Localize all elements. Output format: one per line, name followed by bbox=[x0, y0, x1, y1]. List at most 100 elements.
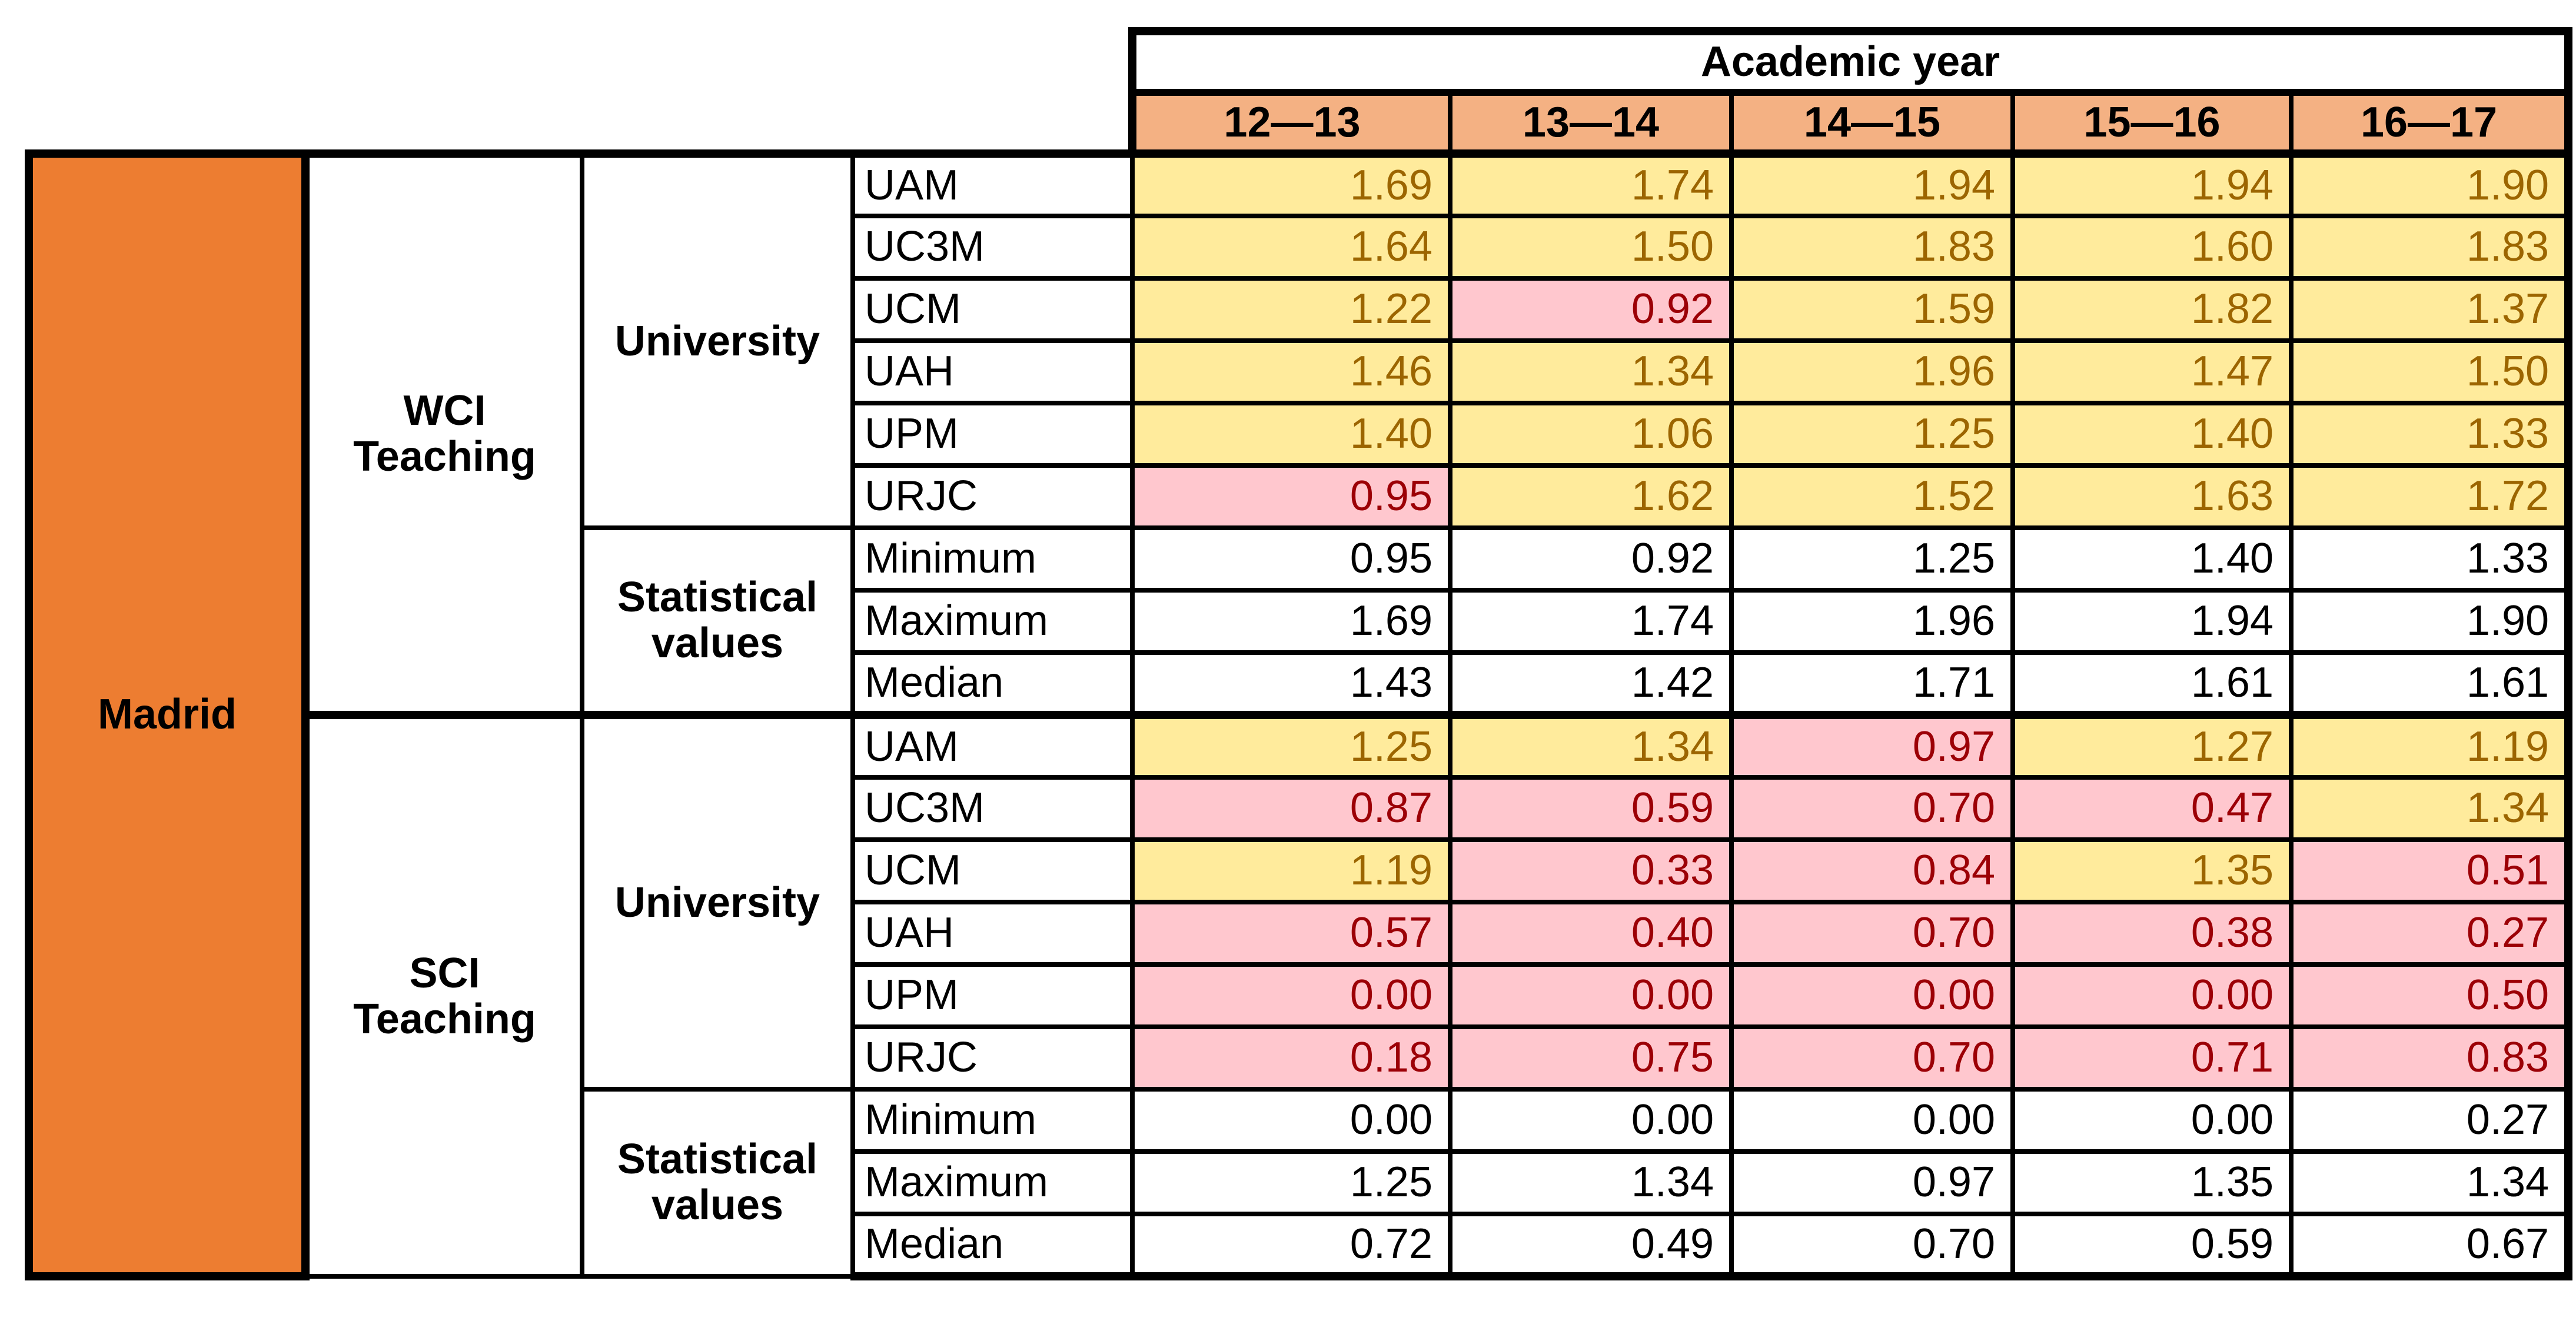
value-cell: 1.90 bbox=[2288, 149, 2573, 218]
value-cell: 1.46 bbox=[1130, 338, 1452, 405]
stat-value-cell: 1.34 bbox=[2288, 1149, 2573, 1216]
value-cell: 0.33 bbox=[1448, 837, 1734, 904]
value-cell: 1.59 bbox=[1729, 276, 2015, 343]
value-cell: 0.18 bbox=[1130, 1024, 1452, 1092]
group-label-statistical-values: Statistical values bbox=[580, 525, 855, 717]
row-label: URJC bbox=[850, 463, 1135, 530]
row-label: URJC bbox=[850, 1024, 1135, 1092]
row-label: Median bbox=[850, 1212, 1135, 1280]
table-row: URJC 0.95 1.62 1.52 1.63 1.72 bbox=[29, 463, 2573, 530]
value-cell: 0.59 bbox=[1448, 775, 1734, 842]
value-cell: 1.83 bbox=[2288, 214, 2573, 281]
madrid-teaching-table: Academic year 12—13 13—14 14—15 15—16 16… bbox=[25, 27, 2573, 1280]
row-label: UAM bbox=[850, 149, 1135, 218]
stat-value-cell: 0.59 bbox=[2010, 1212, 2294, 1280]
row-label: UAM bbox=[850, 711, 1135, 780]
row-label: Maximum bbox=[850, 1149, 1135, 1216]
value-cell: 0.40 bbox=[1448, 900, 1734, 967]
value-cell: 1.94 bbox=[2010, 149, 2294, 218]
value-cell: 1.96 bbox=[1729, 338, 2015, 405]
stat-value-cell: 1.90 bbox=[2288, 588, 2573, 655]
stat-value-cell: 1.25 bbox=[1130, 1149, 1452, 1216]
value-cell: 1.19 bbox=[2288, 711, 2573, 780]
value-cell: 1.52 bbox=[1729, 463, 2015, 530]
stat-value-cell: 0.70 bbox=[1729, 1212, 2015, 1280]
table-row: Maximum 1.69 1.74 1.96 1.94 1.90 bbox=[29, 588, 2573, 655]
value-cell: 1.74 bbox=[1448, 149, 1734, 218]
year-column-header: 12—13 bbox=[1128, 89, 1452, 158]
value-cell: 1.33 bbox=[2288, 401, 2573, 468]
value-cell: 1.64 bbox=[1130, 214, 1452, 281]
stat-value-cell: 0.49 bbox=[1448, 1212, 1734, 1280]
stat-value-cell: 0.27 bbox=[2288, 1087, 2573, 1154]
value-cell: 1.34 bbox=[1448, 338, 1734, 405]
row-label: UAH bbox=[850, 338, 1135, 405]
value-cell: 0.51 bbox=[2288, 837, 2573, 904]
table-figure: { "palette": { "madrid_bg": "#ED7D31", "… bbox=[0, 27, 2576, 1324]
stat-value-cell: 1.71 bbox=[1729, 650, 2015, 717]
section-label-wci: WCI Teaching bbox=[303, 149, 584, 717]
table-row: Maximum 1.25 1.34 0.97 1.35 1.34 bbox=[29, 1149, 2573, 1216]
value-cell: 0.70 bbox=[1729, 775, 2015, 842]
value-cell: 1.83 bbox=[1729, 214, 2015, 281]
table-row: UPM 1.40 1.06 1.25 1.40 1.33 bbox=[29, 401, 2573, 468]
stat-value-cell: 0.72 bbox=[1130, 1212, 1452, 1280]
row-label: Minimum bbox=[850, 1087, 1135, 1154]
stat-value-cell: 0.00 bbox=[1130, 1087, 1452, 1154]
value-cell: 0.57 bbox=[1130, 900, 1452, 967]
value-cell: 1.22 bbox=[1130, 276, 1452, 343]
table-row: UAH 0.57 0.40 0.70 0.38 0.27 bbox=[29, 900, 2573, 967]
value-cell: 0.97 bbox=[1729, 711, 2015, 780]
table-row: SCI Teaching University UAM 1.25 1.34 0.… bbox=[29, 711, 2573, 1279]
value-cell: 0.83 bbox=[2288, 1024, 2573, 1092]
row-label: UPM bbox=[850, 401, 1135, 468]
value-cell: 1.94 bbox=[1729, 149, 2015, 218]
value-cell: 0.95 bbox=[1130, 463, 1452, 530]
value-cell: 1.34 bbox=[2288, 775, 2573, 842]
table-row: UCM 1.19 0.33 0.84 1.35 0.51 bbox=[29, 837, 2573, 904]
row-label: UAH bbox=[850, 900, 1135, 967]
year-column-header: 14—15 bbox=[1729, 89, 2015, 158]
group-label-statistical-values: Statistical values bbox=[580, 1087, 855, 1279]
stat-value-cell: 0.67 bbox=[2288, 1212, 2573, 1280]
value-cell: 0.87 bbox=[1130, 775, 1452, 842]
table-row: UC3M 0.87 0.59 0.70 0.47 1.34 bbox=[29, 775, 2573, 842]
stat-value-cell: 1.61 bbox=[2010, 650, 2294, 717]
value-cell: 1.50 bbox=[1448, 214, 1734, 281]
stat-value-cell: 1.43 bbox=[1130, 650, 1452, 717]
value-cell: 0.92 bbox=[1448, 276, 1734, 343]
value-cell: 0.71 bbox=[2010, 1024, 2294, 1092]
table-row: Median 0.72 0.49 0.70 0.59 0.67 bbox=[29, 1212, 2573, 1280]
value-cell: 1.40 bbox=[2010, 401, 2294, 468]
table-row: Academic year bbox=[29, 27, 2573, 96]
academic-year-header: Academic year bbox=[1128, 27, 2573, 96]
value-cell: 0.38 bbox=[2010, 900, 2294, 967]
value-cell: 1.82 bbox=[2010, 276, 2294, 343]
value-cell: 0.27 bbox=[2288, 900, 2573, 967]
value-cell: 1.47 bbox=[2010, 338, 2294, 405]
year-column-header: 16—17 bbox=[2288, 89, 2573, 158]
stat-value-cell: 1.69 bbox=[1130, 588, 1452, 655]
row-label: UC3M bbox=[850, 214, 1135, 281]
table-row: Median 1.43 1.42 1.71 1.61 1.61 bbox=[29, 650, 2573, 717]
value-cell: 1.60 bbox=[2010, 214, 2294, 281]
value-cell: 1.19 bbox=[1130, 837, 1452, 904]
value-cell: 0.00 bbox=[2010, 962, 2294, 1029]
stat-value-cell: 0.00 bbox=[1448, 1087, 1734, 1154]
row-label: UC3M bbox=[850, 775, 1135, 842]
table-row: UCM 1.22 0.92 1.59 1.82 1.37 bbox=[29, 276, 2573, 343]
value-cell: 0.00 bbox=[1130, 962, 1452, 1029]
value-cell: 1.25 bbox=[1729, 401, 2015, 468]
value-cell: 1.37 bbox=[2288, 276, 2573, 343]
value-cell: 1.34 bbox=[1448, 711, 1734, 780]
stat-value-cell: 0.92 bbox=[1448, 525, 1734, 593]
stat-value-cell: 1.40 bbox=[2010, 525, 2294, 593]
value-cell: 0.70 bbox=[1729, 900, 2015, 967]
stat-value-cell: 0.97 bbox=[1729, 1149, 2015, 1216]
stat-value-cell: 0.00 bbox=[2010, 1087, 2294, 1154]
value-cell: 0.75 bbox=[1448, 1024, 1734, 1092]
table-row: Statistical values Minimum 0.95 0.92 1.2… bbox=[29, 525, 2573, 717]
row-label: UCM bbox=[850, 276, 1135, 343]
stat-value-cell: 1.34 bbox=[1448, 1149, 1734, 1216]
table-row: URJC 0.18 0.75 0.70 0.71 0.83 bbox=[29, 1024, 2573, 1092]
